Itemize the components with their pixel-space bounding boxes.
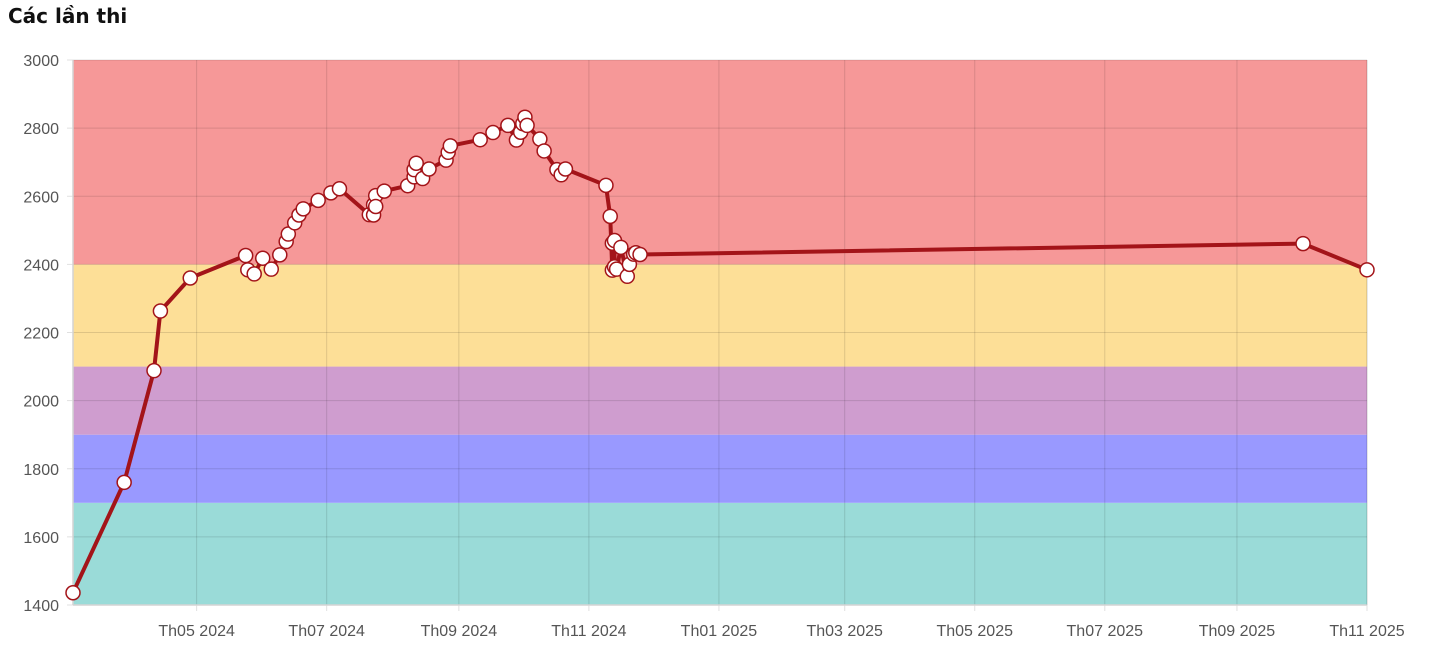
x-tick-label: Th11 2025 <box>1329 623 1404 640</box>
y-tick-label: 1600 <box>23 530 59 547</box>
data-point <box>182 270 198 286</box>
data-point <box>310 192 326 209</box>
data-point <box>246 266 262 282</box>
data-point <box>1295 235 1311 252</box>
axes <box>72 60 1368 606</box>
y-tick-label: 2600 <box>23 189 59 206</box>
y-tick-label: 3000 <box>23 53 59 70</box>
data-point <box>1359 262 1375 278</box>
x-tick-label: Th05 2025 <box>936 623 1013 640</box>
data-point <box>557 161 574 177</box>
x-tick-labels: Th05 2024 Th07 2024 Th09 2024 Th11 2024 Th01… <box>158 623 1404 640</box>
data-point <box>146 362 162 379</box>
x-tick-label: Th05 2024 <box>158 623 235 640</box>
y-tick-label: 1800 <box>23 462 59 479</box>
x-tick-label: Th03 2025 <box>806 623 883 640</box>
y-tick-label: 1400 <box>23 598 59 615</box>
rating-band <box>73 434 1367 503</box>
data-point <box>254 250 271 266</box>
data-point <box>237 247 254 264</box>
x-tick-label: Th09 2024 <box>421 623 498 640</box>
rating-band <box>73 60 1367 265</box>
data-point <box>485 124 501 141</box>
data-point <box>602 208 618 225</box>
data-point <box>116 474 132 491</box>
data-point <box>263 261 280 277</box>
rating-bands <box>73 60 1367 605</box>
data-point <box>632 246 648 263</box>
data-point <box>376 183 392 199</box>
y-tick-labels: 1400 1600 1800 2000 2200 2400 2600 2800 3000 <box>23 53 59 615</box>
data-point <box>295 201 311 217</box>
x-tick-label: Th11 2024 <box>551 623 626 640</box>
data-point <box>367 198 384 215</box>
x-tick-label: Th07 2025 <box>1067 623 1144 640</box>
data-point <box>272 247 288 263</box>
data-point <box>331 181 348 197</box>
y-tick-label: 2200 <box>23 326 59 343</box>
data-point <box>598 177 614 194</box>
series-points <box>65 109 1375 601</box>
data-point <box>536 143 552 159</box>
data-point <box>500 117 516 134</box>
data-point <box>472 131 488 148</box>
x-tick-label: Th09 2025 <box>1199 623 1276 640</box>
data-point <box>408 155 424 171</box>
data-point <box>421 161 437 177</box>
y-tick-label: 2800 <box>23 121 59 138</box>
rating-band <box>73 366 1367 435</box>
data-point <box>65 584 81 601</box>
x-tick-label: Th07 2024 <box>288 623 365 640</box>
x-tick-label: Th01 2025 <box>681 623 758 640</box>
data-point <box>519 117 535 134</box>
data-point <box>613 239 629 256</box>
y-tick-label: 2400 <box>23 257 59 274</box>
rating-band <box>73 264 1367 367</box>
page-title: Các lần thi <box>8 4 128 28</box>
data-point <box>442 138 459 154</box>
y-tick-label: 2000 <box>23 394 59 411</box>
data-point <box>152 303 169 319</box>
rating-band <box>73 502 1367 605</box>
